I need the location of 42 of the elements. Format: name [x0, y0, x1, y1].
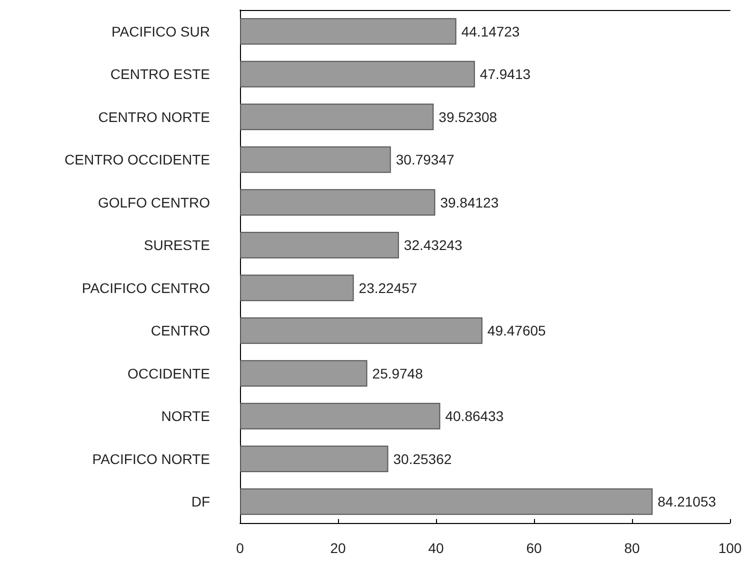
bar: [240, 146, 391, 173]
y-tick-label: OCCIDENTE: [128, 365, 210, 382]
x-tick-label: 20: [330, 540, 346, 556]
y-tick-label: CENTRO NORTE: [98, 108, 210, 125]
data-label: 47.9413: [480, 66, 531, 82]
bar: [240, 60, 475, 88]
data-label: 44.14723: [461, 23, 520, 40]
bar: [240, 360, 368, 387]
data-label: 30.79347: [396, 152, 454, 168]
data-label: 32.43243: [404, 237, 463, 254]
bar: [240, 446, 388, 472]
x-tick-label: 60: [526, 540, 542, 556]
y-tick-label: PACIFICO CENTRO: [82, 280, 210, 296]
x-tick-label: 80: [624, 540, 640, 556]
y-tick-label: DF: [191, 494, 210, 510]
data-label: 40.86433: [445, 408, 504, 424]
data-label: 23.22457: [358, 280, 418, 296]
bar: [240, 104, 434, 130]
bar: [240, 488, 653, 515]
y-tick-label: PACIFICO NORTE: [92, 450, 210, 467]
data-label: 39.52308: [438, 108, 498, 125]
data-label: 39.84123: [440, 194, 499, 210]
y-tick-label: SURESTE: [144, 237, 210, 254]
y-tick-label: CENTRO OCCIDENTE: [64, 152, 210, 168]
y-tick-label: CENTRO: [150, 322, 210, 339]
bar: [240, 18, 456, 45]
bar: [240, 232, 399, 258]
data-label: 84.21053: [658, 494, 716, 510]
x-tick-label: 40: [428, 540, 444, 556]
y-tick-label: NORTE: [161, 408, 210, 424]
bar: [240, 402, 440, 430]
bar: [240, 274, 354, 302]
y-tick-label: PACIFICO SUR: [111, 23, 210, 40]
x-tick-label: 100: [718, 540, 742, 556]
y-tick-label: GOLFO CENTRO: [98, 194, 210, 210]
data-label: 49.47605: [487, 322, 546, 339]
x-tick-label: 0: [236, 540, 244, 556]
y-tick-label: CENTRO ESTE: [110, 66, 210, 82]
data-label: 25.9748: [372, 365, 424, 382]
bar: [240, 189, 436, 216]
data-label: 30.25362: [393, 450, 452, 467]
bar: [240, 317, 482, 344]
